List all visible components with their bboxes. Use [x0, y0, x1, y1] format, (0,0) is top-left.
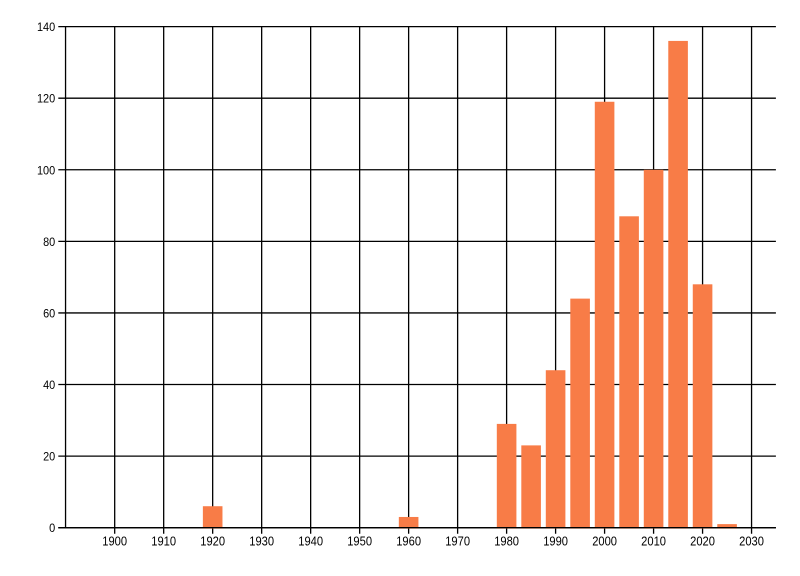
svg-text:140: 140 [37, 20, 55, 34]
svg-text:1930: 1930 [249, 535, 274, 549]
svg-text:1900: 1900 [102, 535, 127, 549]
svg-text:1960: 1960 [396, 535, 421, 549]
svg-text:1920: 1920 [200, 535, 225, 549]
svg-text:1970: 1970 [445, 535, 470, 549]
svg-text:1910: 1910 [151, 535, 176, 549]
svg-text:1950: 1950 [347, 535, 372, 549]
svg-text:1940: 1940 [298, 535, 323, 549]
svg-text:20: 20 [43, 450, 55, 464]
svg-text:100: 100 [37, 163, 55, 177]
svg-text:2000: 2000 [592, 535, 617, 549]
svg-text:2030: 2030 [739, 535, 764, 549]
svg-text:1980: 1980 [494, 535, 519, 549]
svg-text:120: 120 [37, 92, 55, 106]
svg-text:2010: 2010 [641, 535, 666, 549]
svg-text:60: 60 [43, 306, 55, 320]
svg-text:2020: 2020 [690, 535, 715, 549]
svg-text:0: 0 [49, 521, 55, 535]
svg-text:40: 40 [43, 378, 55, 392]
svg-text:80: 80 [43, 235, 55, 249]
svg-text:1990: 1990 [543, 535, 568, 549]
